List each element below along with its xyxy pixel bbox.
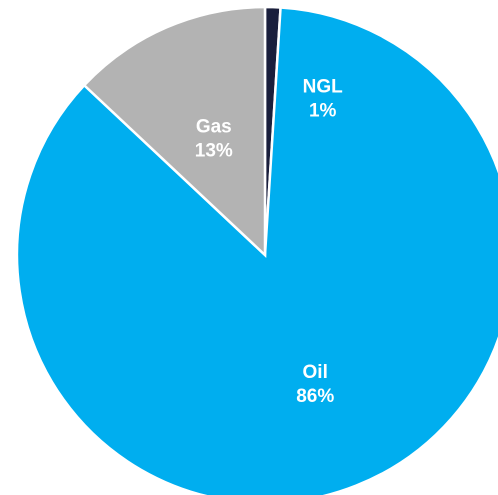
slice-label-ngl: NGL <box>303 77 344 98</box>
slice-value-label-gas: 13% <box>195 141 233 162</box>
slice-value-label-oil: 86% <box>296 386 334 407</box>
labels-layer: NGL 1% Oil 86% Gas 13% <box>195 77 343 407</box>
slice-label-gas: Gas <box>196 117 232 138</box>
slices-layer <box>15 5 498 495</box>
pie-slice-gas <box>82 5 267 258</box>
slice-label-oil: Oil <box>303 362 328 383</box>
slice-value-label-ngl: 1% <box>309 101 337 122</box>
pie-slice-oil <box>15 6 498 495</box>
